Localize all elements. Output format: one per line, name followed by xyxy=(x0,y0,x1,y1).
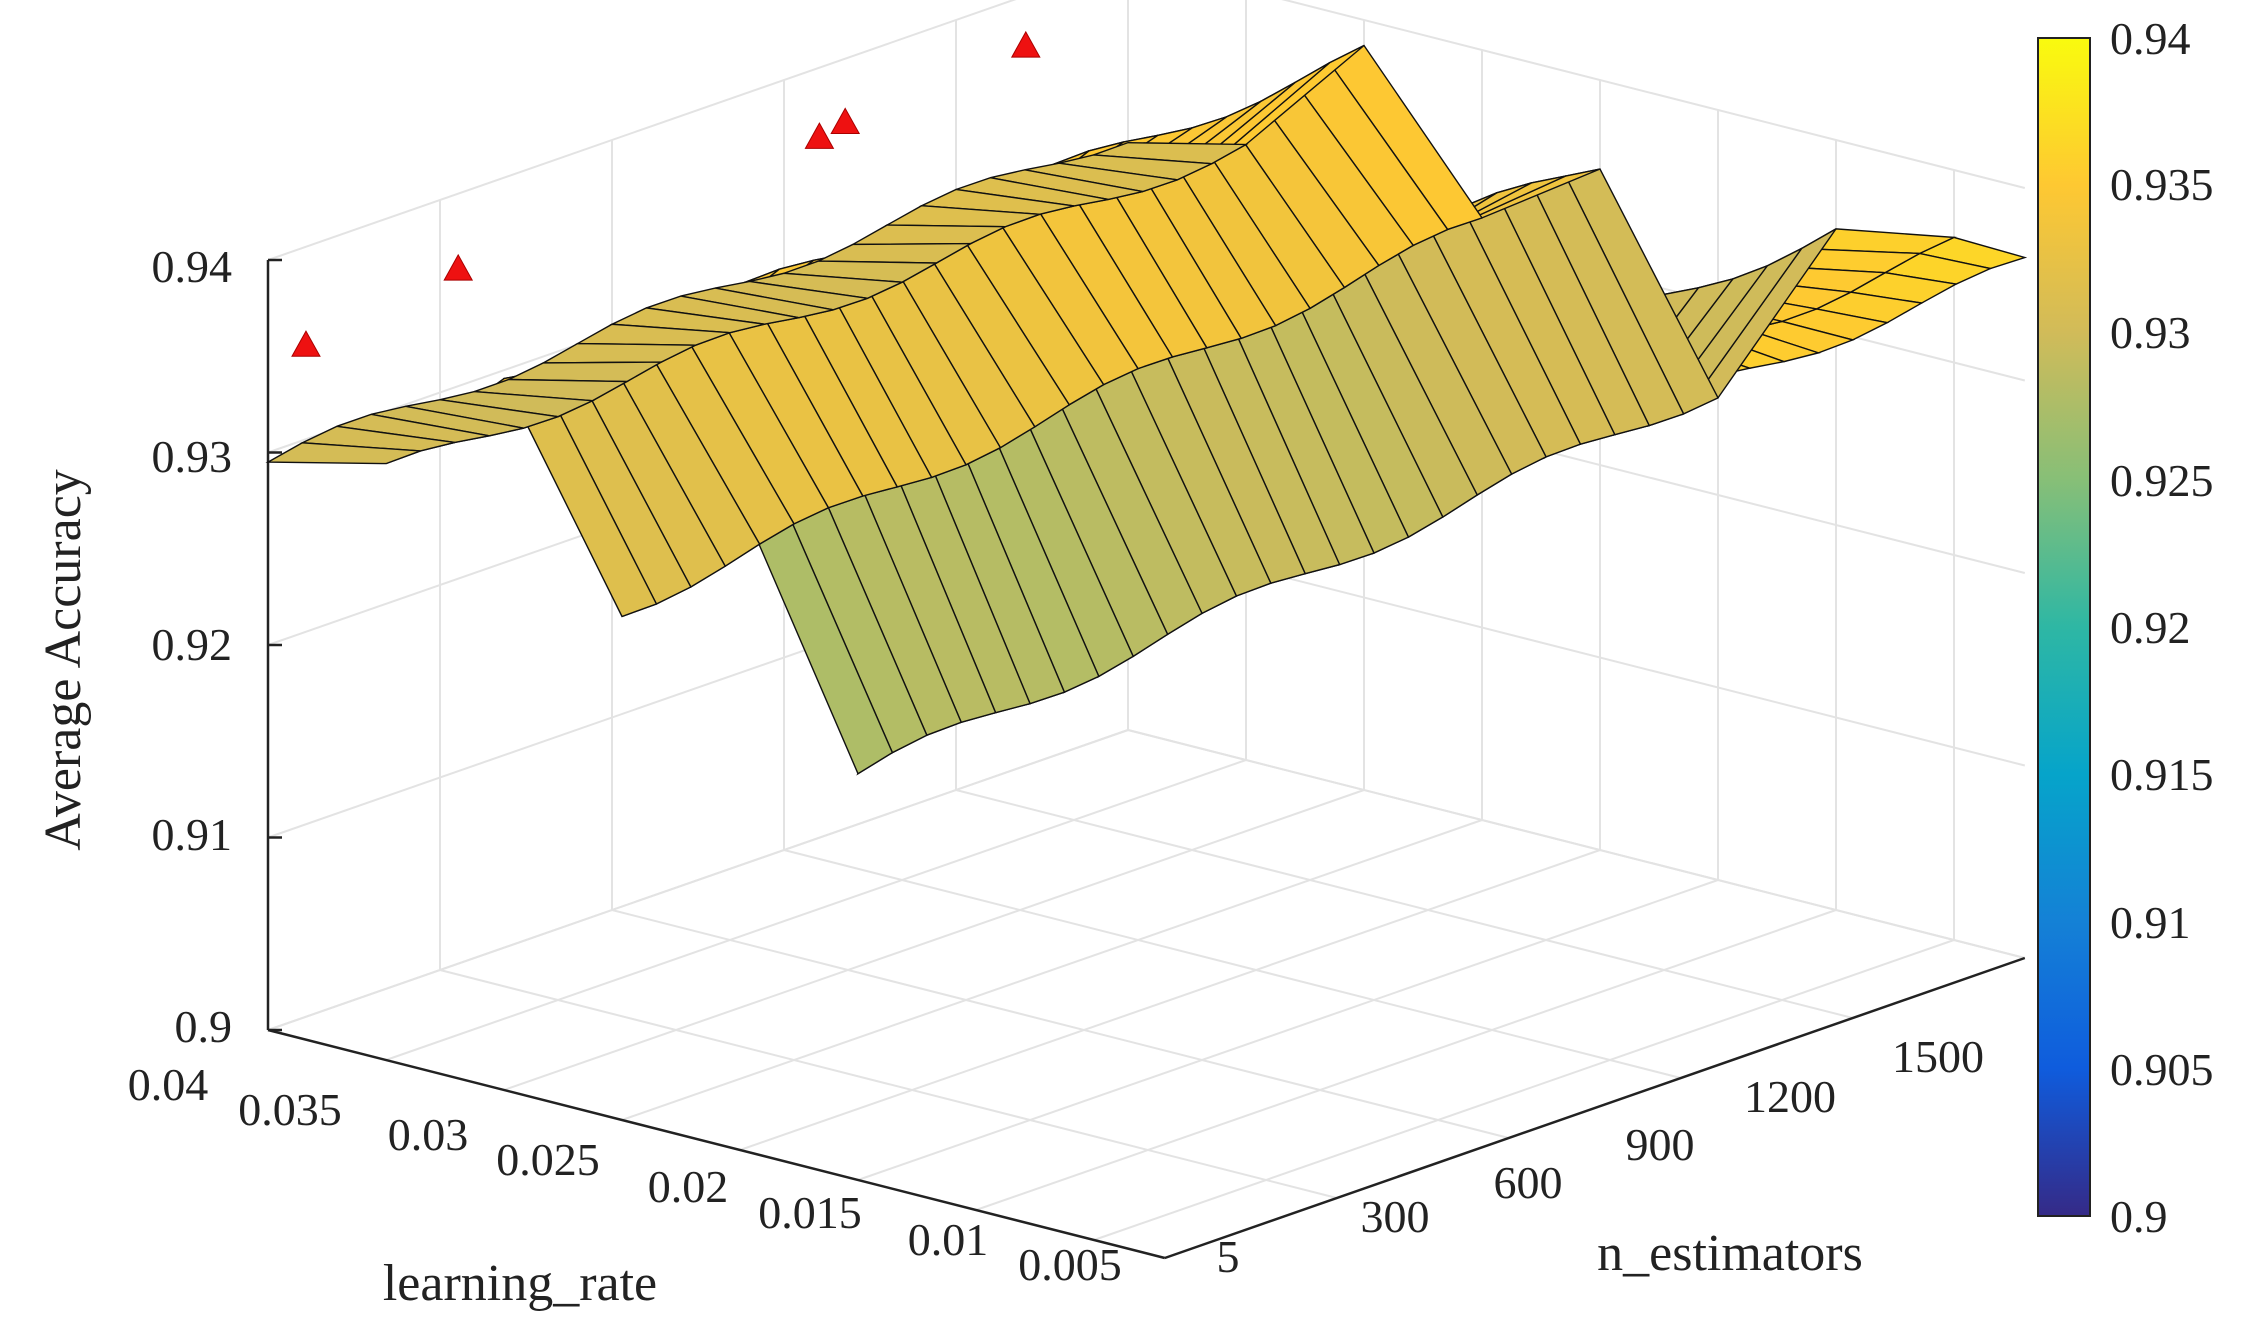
grid-line xyxy=(439,969,1338,1199)
z-tick-label: 0.91 xyxy=(152,809,233,860)
surface-mesh xyxy=(265,44,2028,776)
axes-lines xyxy=(266,258,2026,1260)
ne-tick-label: 5 xyxy=(1217,1231,1240,1282)
z-axis-label: Average Accuracy xyxy=(35,469,92,851)
grid-line xyxy=(267,729,1129,1031)
learning-rate-ticks: 0.04 0.035 0.03 0.025 0.02 0.015 0.01 0.… xyxy=(128,1059,1122,1290)
grid-line xyxy=(975,909,1837,1211)
lr-tick-label: 0.01 xyxy=(908,1214,989,1265)
peak-marker xyxy=(291,330,321,357)
grid-line xyxy=(385,759,1247,1061)
grid-line xyxy=(1127,729,2026,959)
z-axis-ticks: 0.9 0.91 0.92 0.93 0.94 xyxy=(152,241,233,1052)
colorbar-tick-label: 0.93 xyxy=(2110,307,2191,358)
ne-tick-label: 1200 xyxy=(1744,1071,1836,1122)
peak-marker xyxy=(1010,30,1041,58)
z-tick-label: 0.94 xyxy=(152,241,233,292)
z-tick-label: 0.93 xyxy=(152,431,233,482)
colorbar-tick-label: 0.905 xyxy=(2110,1044,2214,1095)
colorbar-tick-label: 0.915 xyxy=(2110,749,2214,800)
lr-tick-label: 0.02 xyxy=(648,1161,729,1212)
z-tick-label: 0.9 xyxy=(175,1001,233,1052)
lr-tick-label: 0.03 xyxy=(388,1109,469,1160)
z-tick-label: 0.92 xyxy=(152,619,233,670)
colorbar-tick-label: 0.92 xyxy=(2110,602,2191,653)
grid-line xyxy=(955,789,1854,1019)
colorbar-tick-label: 0.94 xyxy=(2110,13,2191,64)
y-axis-label: n_estimators xyxy=(1597,1225,1863,1282)
grid-line xyxy=(783,849,1682,1079)
colorbar-tick-label: 0.935 xyxy=(2110,159,2214,210)
grid-line xyxy=(267,0,1017,261)
peak-marker xyxy=(443,253,474,281)
peak-marker xyxy=(804,122,835,149)
grid-line xyxy=(739,849,1601,1151)
grid-line xyxy=(611,909,1510,1139)
colorbar-tick-label: 0.925 xyxy=(2110,455,2214,506)
peak-marker xyxy=(830,107,861,135)
grid-line xyxy=(503,789,1365,1091)
colorbar xyxy=(2037,37,2091,1217)
lr-tick-label: 0.015 xyxy=(758,1187,862,1238)
grid-line xyxy=(1093,939,1955,1241)
grid-line xyxy=(267,1028,1166,1260)
colorbar-tick-label: 0.9 xyxy=(2110,1191,2168,1242)
grid-line xyxy=(857,879,1719,1181)
lr-tick-label: 0.04 xyxy=(128,1059,209,1110)
grid-line xyxy=(621,819,1483,1121)
ne-tick-label: 1500 xyxy=(1892,1031,1984,1082)
ne-tick-label: 900 xyxy=(1626,1119,1695,1170)
lr-tick-label: 0.035 xyxy=(238,1084,342,1135)
ne-tick-label: 600 xyxy=(1494,1157,1563,1208)
ne-tick-label: 300 xyxy=(1361,1191,1430,1242)
colorbar-tick-label: 0.91 xyxy=(2110,897,2191,948)
surface-facet xyxy=(265,442,421,465)
peak-markers xyxy=(291,30,1041,357)
lr-tick-label: 0.025 xyxy=(496,1134,600,1185)
colorbar-ticks: 0.9 0.905 0.91 0.915 0.92 0.925 0.93 0.9… xyxy=(2110,13,2214,1242)
lr-tick-label: 0.005 xyxy=(1018,1239,1122,1290)
grid-line xyxy=(1164,956,2026,1260)
x-axis-label: learning_rate xyxy=(383,1255,657,1312)
grid-line xyxy=(1281,0,2026,189)
n-estimators-ticks: 5 300 600 900 1200 1500 xyxy=(1217,1031,1985,1282)
